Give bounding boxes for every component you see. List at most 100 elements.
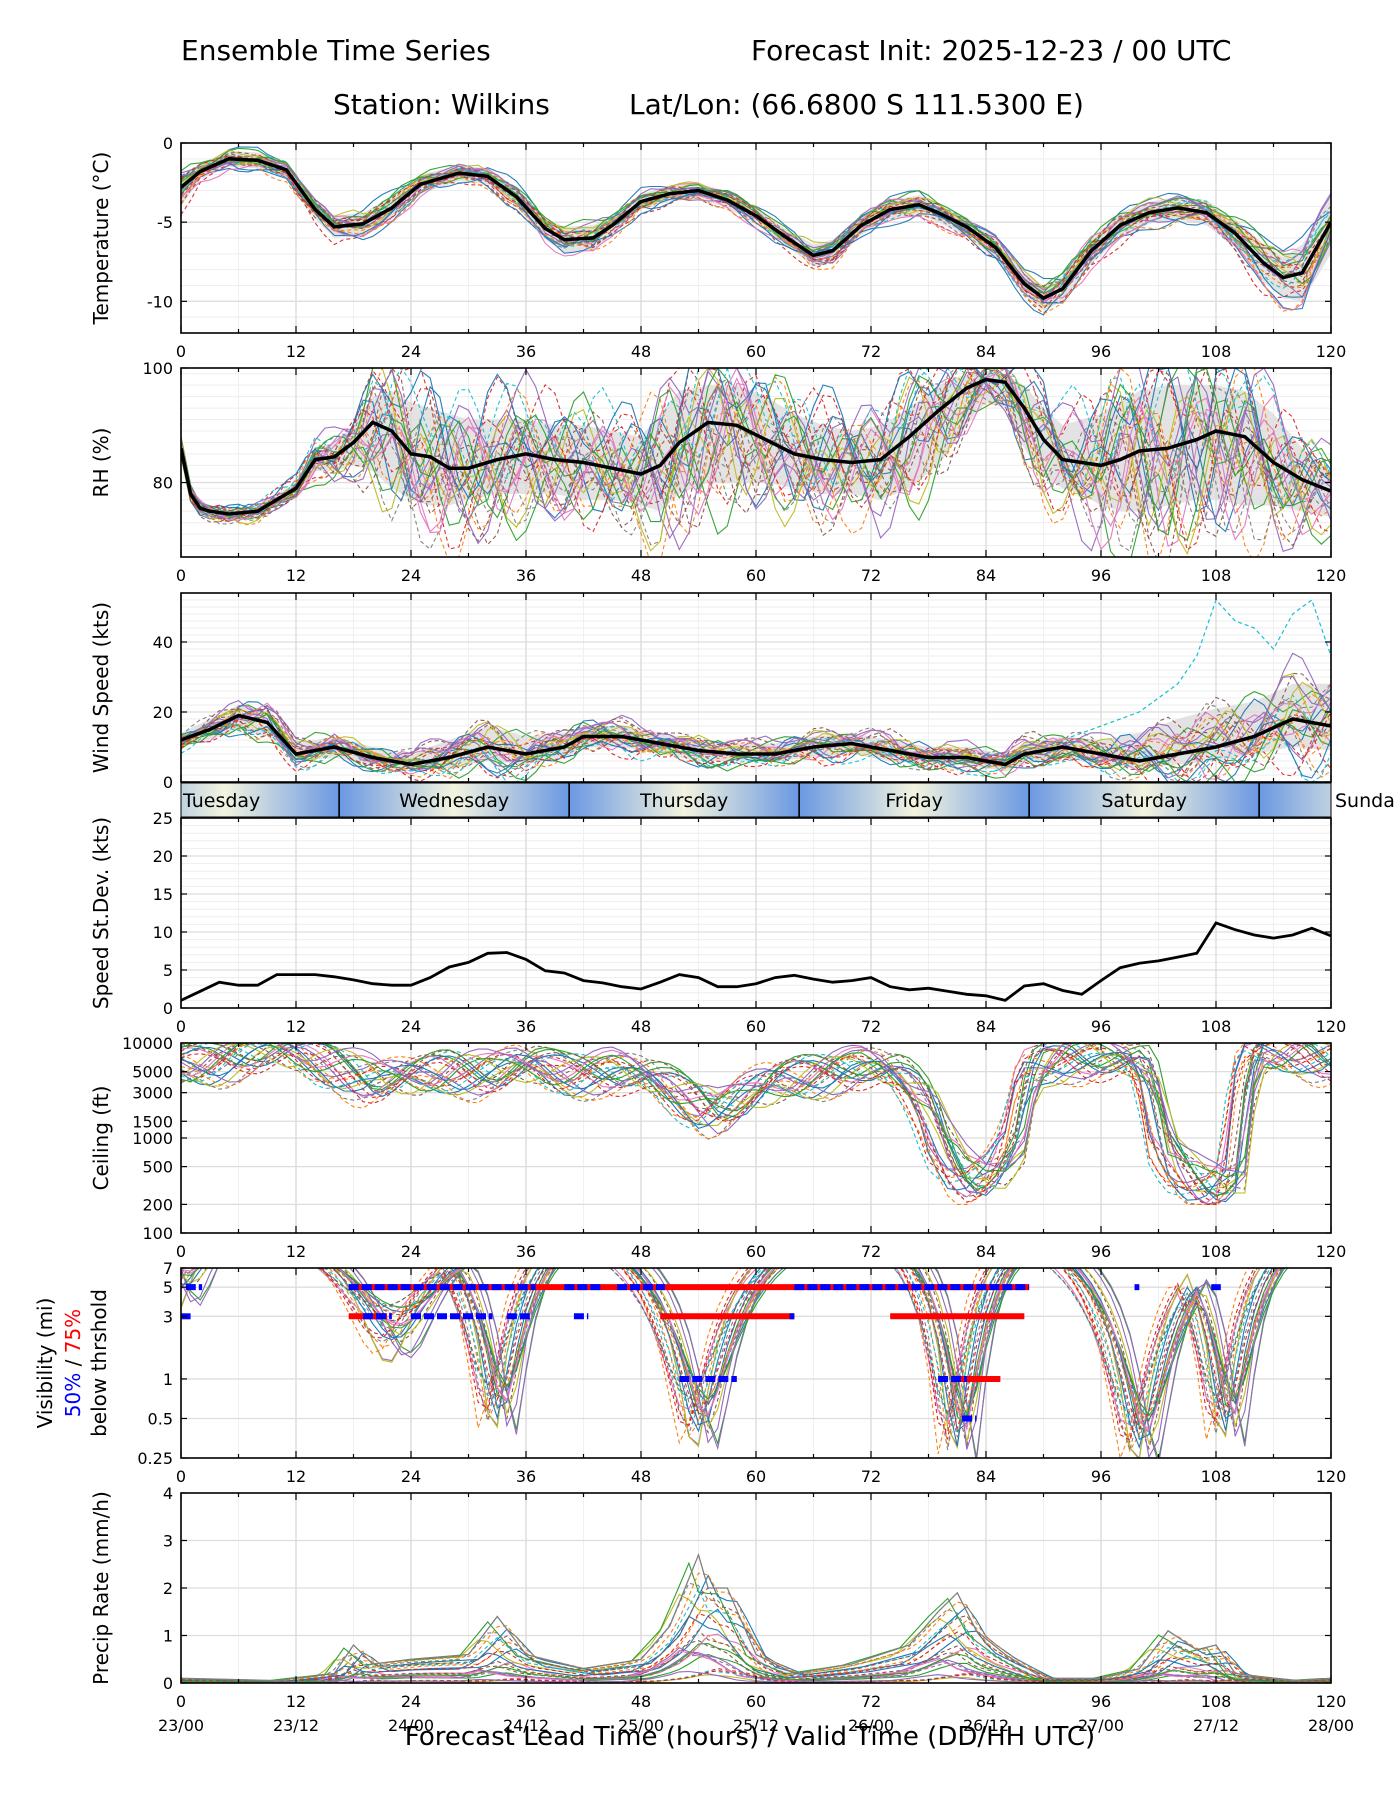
precip-ylabel: Precip Rate (mm/h) bbox=[89, 1491, 113, 1685]
ceiling-member-line bbox=[181, 1043, 1331, 1205]
ceiling-xtick-label: 96 bbox=[1091, 1242, 1111, 1261]
ceiling-member-line bbox=[181, 1043, 1331, 1196]
rh-xtick-label: 24 bbox=[401, 566, 421, 585]
visibility-member-line bbox=[181, 1268, 1259, 1444]
wind_speed-ytick-label: 20 bbox=[153, 703, 173, 722]
day-segment bbox=[799, 783, 1030, 817]
temperature-mean-layer bbox=[181, 157, 1331, 301]
ceiling-xtick-label: 12 bbox=[286, 1242, 306, 1261]
speed_stdev-xtick-label: 60 bbox=[746, 1017, 766, 1036]
precip-member-line bbox=[181, 1582, 1331, 1682]
precip-xtick-label: 72 bbox=[861, 1692, 881, 1711]
ceiling-ytick-label: 200 bbox=[142, 1195, 173, 1214]
ceiling-ytick-label: 500 bbox=[142, 1158, 173, 1177]
ceiling-member-line bbox=[181, 1043, 1331, 1174]
visibility-xtick-label: 0 bbox=[176, 1467, 186, 1486]
visibility-member-line bbox=[181, 1268, 1261, 1458]
ceiling-ytick-label: 1500 bbox=[132, 1112, 173, 1131]
precip-ytick-label: 0 bbox=[163, 1674, 173, 1693]
visibility-xtick-label: 12 bbox=[286, 1467, 306, 1486]
speed_stdev-xtick-label: 120 bbox=[1316, 1017, 1347, 1036]
day-label: Saturday bbox=[1101, 790, 1187, 812]
speed_stdev-ytick-label: 15 bbox=[153, 885, 173, 904]
rh-xtick-label: 84 bbox=[976, 566, 996, 585]
visibility-xtick-label: 24 bbox=[401, 1467, 421, 1486]
visibility-frame: 75 3 1 0.5 0.250 12 24 36 48 60 72 84 96 108 120 bbox=[137, 1259, 1346, 1486]
ceiling-xtick-label: 84 bbox=[976, 1242, 996, 1261]
speed_stdev-ytick-label: 25 bbox=[153, 809, 173, 828]
speed_stdev-xtick-label: 84 bbox=[976, 1017, 996, 1036]
rh-member-line bbox=[181, 368, 1331, 517]
day-band-fill bbox=[181, 783, 1331, 817]
visibility-member-line bbox=[181, 1268, 1250, 1458]
temperature-member-line bbox=[181, 155, 1331, 301]
visibility-xtick-label: 60 bbox=[746, 1467, 766, 1486]
title-station: Station: Wilkins bbox=[333, 88, 550, 121]
precip-xtick-label: 36 bbox=[516, 1692, 536, 1711]
visibility-xtick-label: 48 bbox=[631, 1467, 651, 1486]
ceiling-member-line bbox=[181, 1043, 1331, 1203]
rh-frame: 100 80 0 12 24 36 48 60 72 84 96 108 120 RH (%) bbox=[89, 359, 1346, 585]
ceiling-ytick-label: 100 bbox=[142, 1224, 173, 1243]
temperature-xtick-label: 84 bbox=[976, 342, 996, 361]
visibility-member-line bbox=[181, 1268, 1259, 1453]
temperature-member-line bbox=[181, 151, 1331, 301]
valid-time-label: 25/12 bbox=[733, 1716, 779, 1735]
rh-ytick-label: 80 bbox=[153, 474, 173, 493]
precip-ytick-label: 3 bbox=[163, 1532, 173, 1551]
precip-member-line bbox=[181, 1572, 1331, 1682]
precip-xtick-label: 96 bbox=[1091, 1692, 1111, 1711]
rh-ylabel: RH (%) bbox=[89, 428, 113, 498]
rh-member-line bbox=[181, 368, 1331, 513]
wind-outlier-member bbox=[1004, 598, 1331, 762]
visibility-xtick-label: 108 bbox=[1201, 1467, 1232, 1486]
ceiling-member-line bbox=[181, 1043, 1331, 1194]
rh-member-line bbox=[181, 384, 1331, 552]
ceiling-ytick-label: 10000 bbox=[122, 1034, 173, 1053]
day-segment bbox=[339, 783, 570, 817]
rh-xtick-label: 0 bbox=[176, 566, 186, 585]
temperature-ylabel: Temperature (°C) bbox=[89, 152, 113, 326]
visibility-member-line bbox=[181, 1268, 1275, 1431]
valid-time-label: 24/12 bbox=[503, 1716, 549, 1735]
temperature-xtick-label: 12 bbox=[286, 342, 306, 361]
rh-xtick-label: 36 bbox=[516, 566, 536, 585]
temperature-xtick-label: 0 bbox=[176, 342, 186, 361]
rh-xtick-label: 108 bbox=[1201, 566, 1232, 585]
speed_stdev-xtick-label: 36 bbox=[516, 1017, 536, 1036]
rh-members bbox=[181, 368, 1331, 557]
rh-member-line bbox=[181, 368, 1331, 552]
precip-max-member-line bbox=[181, 1552, 1331, 1682]
visibility-ytick-label: 0.25 bbox=[137, 1449, 173, 1468]
wind_speed-ylabel: Wind Speed (kts) bbox=[89, 602, 113, 773]
temperature-xtick-label: 108 bbox=[1201, 342, 1232, 361]
wind_speed-member-line bbox=[181, 673, 1331, 772]
speed_stdev-xtick-label: 0 bbox=[176, 1017, 186, 1036]
visibility-threshold-markers bbox=[181, 1284, 1221, 1422]
precip-xtick-label: 0 bbox=[176, 1692, 186, 1711]
ceiling-ylabel: Ceiling (ft) bbox=[89, 1086, 113, 1191]
rh-member-line bbox=[181, 368, 1331, 520]
ceiling-ytick-label: 1000 bbox=[132, 1129, 173, 1148]
day-segment bbox=[181, 783, 340, 817]
visibility-member-line bbox=[334, 1268, 1285, 1415]
valid-time-label: 26/12 bbox=[963, 1716, 1009, 1735]
precip-xtick-label: 48 bbox=[631, 1692, 651, 1711]
rh-member-line bbox=[181, 368, 1331, 517]
ceiling-xtick-label: 48 bbox=[631, 1242, 651, 1261]
wind_speed-member-line bbox=[181, 672, 1331, 764]
precip-xtick-label: 84 bbox=[976, 1692, 996, 1711]
ceiling-xtick-label: 120 bbox=[1316, 1242, 1347, 1261]
visibility-xtick-label: 120 bbox=[1316, 1467, 1347, 1486]
speed_stdev-xtick-label: 12 bbox=[286, 1017, 306, 1036]
day-segment bbox=[1029, 783, 1260, 817]
rh-ytick-label: 100 bbox=[142, 359, 173, 378]
valid-time-label: 27/00 bbox=[1078, 1716, 1124, 1735]
precip-xtick-label: 12 bbox=[286, 1692, 306, 1711]
rh-mean-layer bbox=[181, 377, 1331, 516]
day-label: Friday bbox=[885, 790, 943, 812]
wind_speed-mean-layer bbox=[181, 713, 1331, 767]
visibility-ytick-label: 3 bbox=[163, 1307, 173, 1326]
